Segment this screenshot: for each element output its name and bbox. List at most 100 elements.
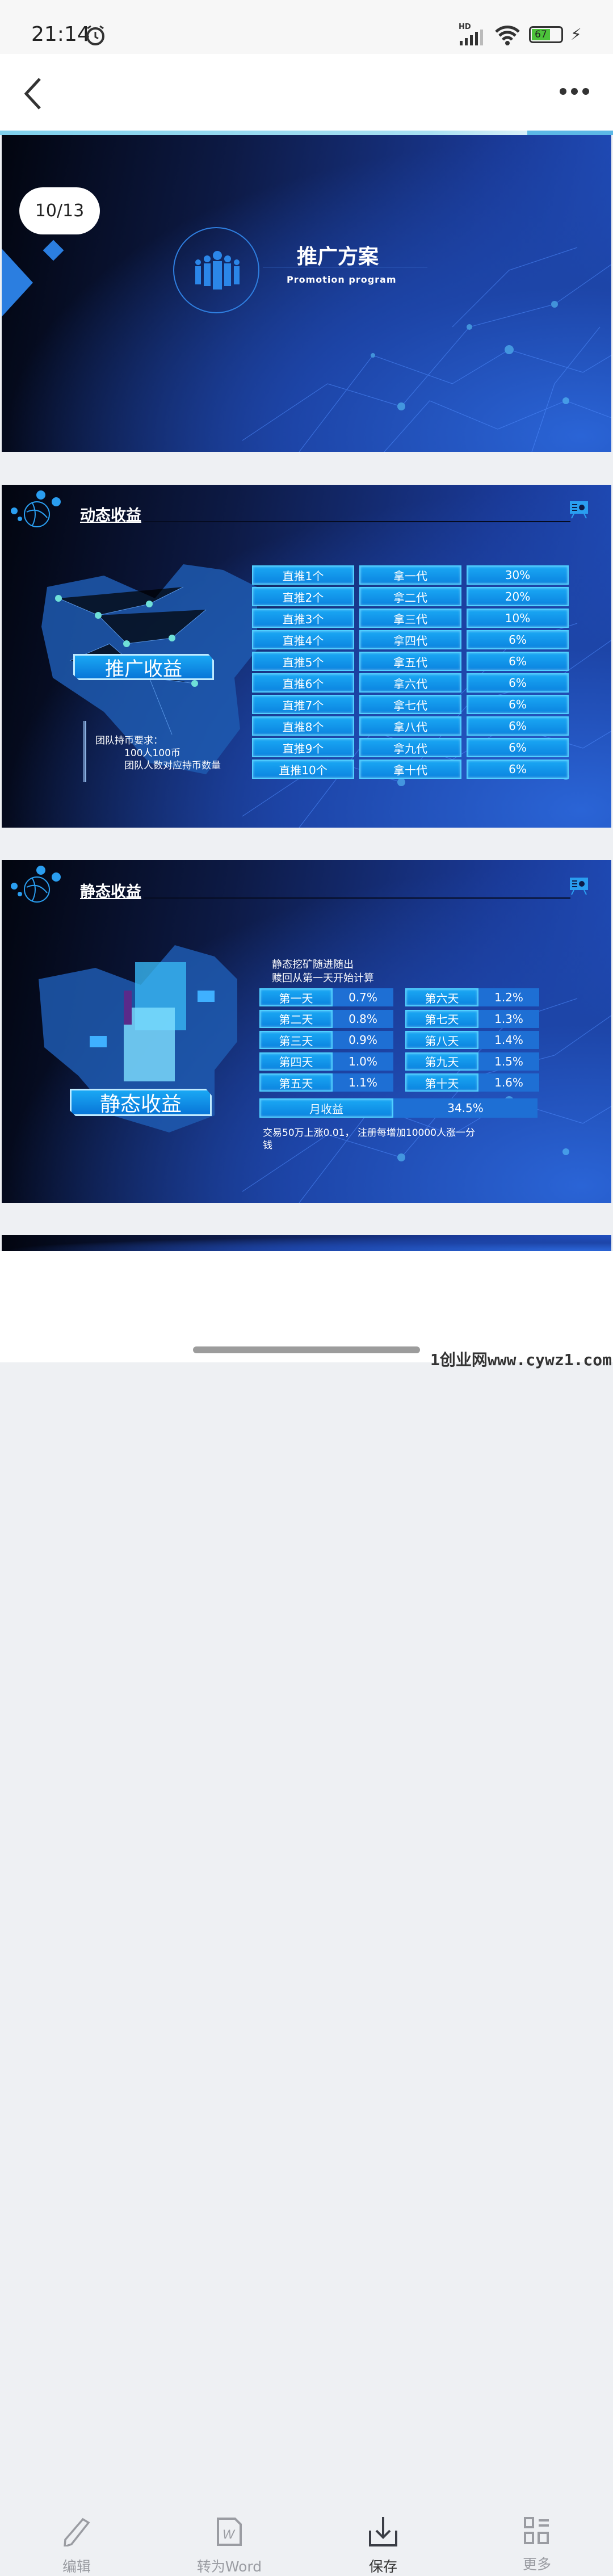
generation-cell: 拿一代 [359, 565, 461, 585]
note-line: 团队人数对应持币数量 [124, 760, 221, 771]
slide-title: 动态收益 [80, 507, 141, 525]
rate-cell: 6% [467, 760, 569, 779]
monthly-income-value: 34.5% [393, 1098, 538, 1118]
day-rate-cell: 0.8% [333, 1009, 393, 1028]
referral-cell: 直推7个 [252, 695, 354, 714]
rate-cell: 6% [467, 695, 569, 714]
slide-next-partial [2, 1235, 611, 1251]
rate-cell: 10% [467, 609, 569, 628]
referral-cell: 直推6个 [252, 673, 354, 693]
day-rate-cell: 1.5% [478, 1052, 539, 1071]
slide-static-income: 静态收益 静态收益 静态挖矿随进随出 赎回从第一天开始计算 第一天 0.7% 第二天… [2, 860, 611, 1203]
title-divider [144, 521, 570, 522]
intro-line: 静态挖矿随进随出 [272, 959, 354, 971]
note-heading: 团队持币要求： [95, 735, 163, 746]
day-label-cell: 第五天 [259, 1073, 333, 1092]
clock: 21:14 [31, 23, 90, 46]
edit-button[interactable]: 编辑 [20, 2517, 133, 2576]
promotion-income-label: 推广收益 [73, 654, 214, 680]
globe-logo-icon [11, 490, 61, 527]
day-label-cell: 第一天 [259, 988, 333, 1006]
convert-label: 转为Word [196, 2558, 262, 2575]
save-label: 保存 [368, 2558, 397, 2575]
decor-triangle [2, 249, 33, 317]
footnote: 交易50万上涨0.01， 注册每增加10000人涨一分钱 [263, 1127, 475, 1151]
people-icon-circle [173, 227, 259, 313]
referral-cell: 直推4个 [252, 630, 354, 649]
static-income-label: 静态收益 [70, 1089, 212, 1116]
day-label-cell: 第四天 [259, 1052, 333, 1071]
day-label-cell: 第九天 [405, 1052, 478, 1071]
back-button[interactable] [23, 77, 43, 111]
save-button[interactable]: 保存 [326, 2517, 440, 2576]
charging-icon: ⚡ [570, 25, 582, 44]
slide-title: 静态收益 [80, 883, 141, 901]
referral-cell: 直推8个 [252, 716, 354, 736]
referral-cell: 直推3个 [252, 609, 354, 628]
more-options-button[interactable] [559, 87, 590, 96]
referral-cell: 直推9个 [252, 738, 354, 757]
china-map-illustration [39, 945, 237, 1132]
day-rate-cell: 1.3% [478, 1009, 539, 1028]
scroll-progress-bar [0, 131, 613, 135]
generation-cell: 拿八代 [359, 716, 461, 736]
day-rate-cell: 0.7% [333, 988, 393, 1006]
referral-cell: 直推2个 [252, 587, 354, 606]
day-rate-cell: 1.2% [478, 988, 539, 1006]
bottom-nav: 编辑 W 转为Word 保存 更多 1创业网www.cywz1.com [0, 1251, 613, 2575]
day-rate-cell: 1.6% [478, 1073, 539, 1092]
status-bar: 21:14 HD 67 ⚡ [0, 0, 613, 54]
word-icon: W [217, 2518, 242, 2546]
alarm-icon [86, 25, 104, 45]
generation-cell: 拿三代 [359, 609, 461, 628]
day-rate-cell: 1.0% [333, 1052, 393, 1071]
wifi-icon [495, 26, 520, 45]
rate-cell: 6% [467, 630, 569, 649]
day-rate-cell: 1.1% [333, 1073, 393, 1092]
watermark: 1创业网www.cywz1.com [430, 1350, 612, 1369]
rate-cell: 6% [467, 673, 569, 693]
day-rate-cell: 0.9% [333, 1031, 393, 1049]
generation-cell: 拿六代 [359, 673, 461, 693]
slide-promotion-program: 10/13 推广方案 Promotion program [2, 135, 611, 452]
signal-icon [460, 30, 483, 45]
day-rate-cell: 1.4% [478, 1031, 539, 1049]
battery-level: 67 [532, 29, 550, 40]
title-divider [144, 897, 570, 899]
rate-cell: 30% [467, 565, 569, 585]
day-label-cell: 第八天 [405, 1031, 478, 1049]
slide-subtitle: Promotion program [287, 274, 397, 285]
generation-cell: 拿五代 [359, 652, 461, 671]
slide-dynamic-income: 动态收益 推广收益 团队持币要求： 100人100币 团队人数对应持币数量 直推… [2, 485, 611, 828]
generation-cell: 拿二代 [359, 587, 461, 606]
network-background [242, 247, 611, 452]
home-indicator[interactable] [193, 1346, 420, 1353]
referral-cell: 直推10个 [252, 760, 354, 779]
hd-label: HD [459, 23, 471, 31]
day-label-cell: 第十天 [405, 1073, 478, 1092]
day-label-cell: 第六天 [405, 988, 478, 1006]
day-label-cell: 第二天 [259, 1009, 333, 1028]
top-toolbar [0, 54, 613, 131]
convert-to-word-button[interactable]: W 转为Word [173, 2517, 286, 2576]
download-icon [369, 2517, 397, 2546]
rate-cell: 6% [467, 716, 569, 736]
grid-icon [524, 2517, 549, 2544]
edit-label: 编辑 [62, 2558, 91, 2575]
slide-title: 推广方案 [297, 245, 379, 268]
presentation-icon [570, 878, 588, 895]
intro-line: 赎回从第一天开始计算 [272, 972, 374, 984]
day-label-cell: 第三天 [259, 1031, 333, 1049]
note-bar [83, 721, 86, 782]
rate-cell: 6% [467, 652, 569, 671]
monthly-income-label: 月收益 [259, 1098, 393, 1118]
decor-diamond [43, 240, 64, 261]
more-button[interactable]: 更多 [480, 2517, 594, 2574]
rate-cell: 6% [467, 738, 569, 757]
globe-logo-icon [11, 866, 61, 903]
rate-cell: 20% [467, 587, 569, 606]
generation-cell: 拿七代 [359, 695, 461, 714]
day-label-cell: 第七天 [405, 1009, 478, 1028]
battery-icon: 67 [529, 26, 563, 43]
generation-cell: 拿四代 [359, 630, 461, 649]
